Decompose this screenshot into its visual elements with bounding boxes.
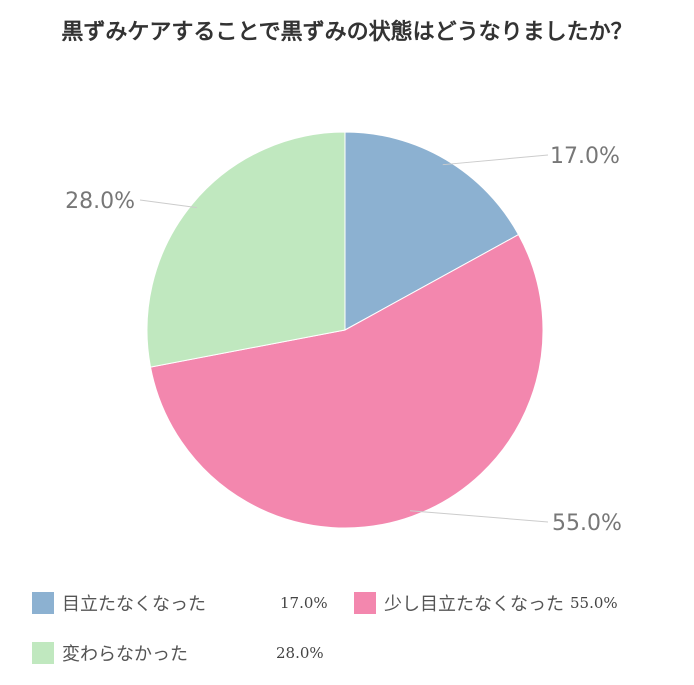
legend-swatch-2 <box>32 642 54 664</box>
legend-value-0: 17.0% <box>280 594 328 612</box>
legend-value-1: 55.0% <box>570 594 618 612</box>
legend-item-0[interactable]: 目立たなくなった <box>32 590 206 616</box>
legend-swatch-0 <box>32 592 54 614</box>
pie-chart: 17.0% 55.0% 28.0% <box>65 131 622 536</box>
pie-slice-0[interactable] <box>344 131 520 331</box>
slice-label-1: 55.0% <box>552 511 622 536</box>
legend-value-item-0: 17.0% <box>280 590 328 616</box>
leader-line-1 <box>410 510 549 523</box>
legend-value-item-2: 28.0% <box>276 640 324 666</box>
slice-label-2: 28.0% <box>65 189 135 214</box>
legend-item-1[interactable]: 少し目立たなくなった 55.0% <box>354 590 618 616</box>
leader-line-0 <box>442 154 549 166</box>
legend-value-2: 28.0% <box>276 644 324 662</box>
legend-swatch-1 <box>354 592 376 614</box>
legend-item-2[interactable]: 変わらなかった <box>32 640 188 666</box>
legend-label-1: 少し目立たなくなった <box>384 594 564 615</box>
chart-title: 黒ずみケアすることで黒ずみの状態はどうなりましたか？ <box>61 20 633 45</box>
leader-line-2 <box>139 199 198 209</box>
pie-slice-1[interactable] <box>149 233 544 529</box>
legend-label-2: 変わらなかった <box>62 644 188 665</box>
legend-label-0: 目立たなくなった <box>62 594 206 615</box>
pie-slice-2[interactable] <box>146 131 346 368</box>
slice-label-0: 17.0% <box>550 144 620 169</box>
